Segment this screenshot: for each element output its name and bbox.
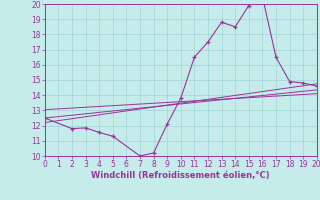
X-axis label: Windchill (Refroidissement éolien,°C): Windchill (Refroidissement éolien,°C) [92, 171, 270, 180]
